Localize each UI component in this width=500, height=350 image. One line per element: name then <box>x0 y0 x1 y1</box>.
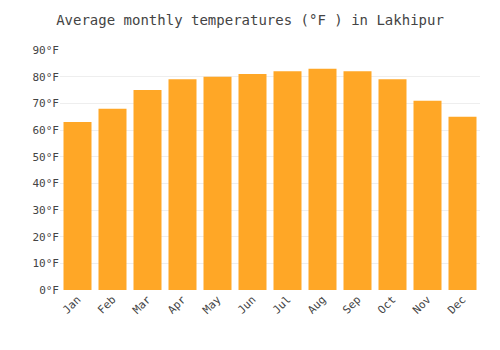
svg-text:10°F: 10°F <box>33 257 60 270</box>
svg-text:90°F: 90°F <box>33 44 60 57</box>
svg-text:50°F: 50°F <box>33 151 60 164</box>
svg-text:Jan: Jan <box>60 293 83 316</box>
svg-text:0°F: 0°F <box>39 284 59 297</box>
svg-text:20°F: 20°F <box>33 231 60 244</box>
svg-text:Nov: Nov <box>410 293 434 317</box>
svg-text:Dec: Dec <box>445 293 468 316</box>
svg-text:Feb: Feb <box>95 293 118 316</box>
svg-text:Sep: Sep <box>340 293 363 316</box>
svg-text:Aug: Aug <box>305 293 328 316</box>
svg-text:Apr: Apr <box>165 293 189 317</box>
svg-text:Oct: Oct <box>375 293 398 316</box>
svg-text:Jul: Jul <box>270 293 293 316</box>
svg-text:60°F: 60°F <box>33 124 60 137</box>
svg-text:80°F: 80°F <box>33 71 60 84</box>
svg-text:May: May <box>200 293 224 317</box>
svg-text:70°F: 70°F <box>33 97 60 110</box>
svg-text:Mar: Mar <box>130 293 154 317</box>
svg-text:Average monthly temperatures (: Average monthly temperatures (°F ) in La… <box>56 12 444 28</box>
svg-text:30°F: 30°F <box>33 204 60 217</box>
svg-text:40°F: 40°F <box>33 177 60 190</box>
svg-text:Jun: Jun <box>235 293 258 316</box>
